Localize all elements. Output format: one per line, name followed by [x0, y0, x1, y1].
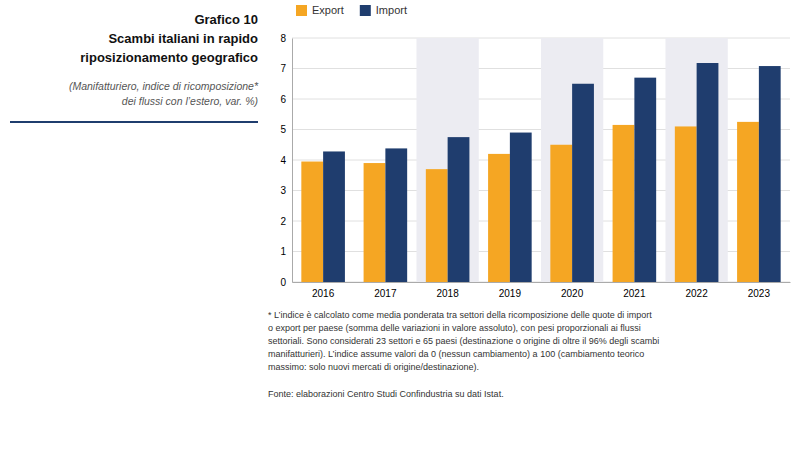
x-tick: 2023 — [748, 282, 771, 299]
y-tick-label: 3 — [280, 185, 286, 196]
legend-label: Export — [312, 4, 344, 16]
y-tick-label: 7 — [280, 63, 286, 74]
bar — [426, 169, 448, 282]
legend-swatch — [360, 5, 371, 16]
y-tick: 1 — [280, 246, 292, 257]
y-tick: 3 — [280, 185, 292, 196]
x-tick-label: 2017 — [374, 288, 397, 299]
title: Scambi italiani in rapido — [108, 31, 258, 46]
y-tick-label: 8 — [280, 33, 286, 44]
y-tick-label: 1 — [280, 246, 286, 257]
footnote: * L’indice è calcolato come media ponder… — [268, 310, 652, 320]
y-tick-label: 5 — [280, 124, 286, 135]
source: Fonte: elaborazioni Centro Studi Confind… — [268, 389, 504, 399]
footnote: o export per paese (somma delle variazio… — [268, 323, 641, 333]
x-tick-label: 2021 — [623, 288, 646, 299]
footnote: massimo: solo nuovi mercati di origine/d… — [268, 362, 479, 372]
bar — [697, 63, 719, 282]
legend-swatch — [296, 5, 307, 16]
x-tick: 2022 — [686, 282, 709, 299]
legend-item: Export — [296, 4, 344, 16]
y-tick-label: 0 — [280, 277, 286, 288]
x-tick: 2016 — [312, 282, 335, 299]
y-tick: 8 — [280, 33, 292, 44]
legend: Export Import — [296, 4, 407, 16]
bar — [364, 163, 386, 282]
bar — [613, 125, 635, 282]
bar — [510, 133, 532, 282]
shaded-band — [541, 38, 603, 282]
x-tick-label: 2016 — [312, 288, 335, 299]
divider — [10, 121, 258, 123]
subtitle: dei flussi con l’estero, var. %) — [122, 95, 258, 107]
y-tick-label: 6 — [280, 94, 286, 105]
chart: Grafico 10 Scambi italiani in rapido ripos… — [0, 0, 802, 462]
legend-label: Import — [376, 4, 407, 16]
subtitle: (Manifatturiero, indice di ricomposizion… — [69, 80, 259, 92]
bar — [737, 122, 759, 282]
x-tick: 2017 — [374, 282, 397, 299]
y-tick-label: 4 — [280, 155, 286, 166]
bar — [675, 126, 697, 282]
x-axis: 2016 2017 2018 2019 2020 2021 2022 2023 — [293, 282, 791, 299]
x-tick-label: 2019 — [499, 288, 522, 299]
y-tick: 5 — [280, 124, 292, 135]
y-tick: 0 — [280, 277, 292, 288]
bar — [323, 151, 345, 282]
shaded-band — [666, 38, 728, 282]
x-tick-label: 2023 — [748, 288, 771, 299]
y-tick: 6 — [280, 94, 292, 105]
title: riposizionamento geografico — [80, 50, 258, 65]
bar — [488, 154, 510, 282]
bar — [448, 137, 470, 282]
y-tick-label: 2 — [280, 216, 286, 227]
footnote: manifatturieri). L’indice assume valori … — [268, 349, 644, 359]
x-tick: 2018 — [437, 282, 460, 299]
y-tick: 2 — [280, 216, 292, 227]
title: Grafico 10 — [194, 12, 258, 27]
plot-area — [301, 38, 780, 282]
x-axis-line — [293, 282, 791, 283]
x-tick-label: 2018 — [437, 288, 460, 299]
grid — [292, 38, 790, 282]
x-tick: 2019 — [499, 282, 522, 299]
x-tick: 2020 — [561, 282, 584, 299]
y-tick: 4 — [280, 155, 292, 166]
y-axis: 0 1 2 3 4 5 6 7 8 — [280, 33, 292, 288]
bar — [385, 148, 407, 282]
bar — [572, 84, 594, 282]
shaded-band — [417, 38, 479, 282]
bar — [634, 78, 656, 282]
y-tick: 7 — [280, 63, 292, 74]
y-axis-line — [292, 39, 293, 283]
bar — [759, 66, 781, 282]
footnote: settoriali. Sono considerati 23 settori … — [268, 336, 659, 346]
bar — [301, 162, 323, 282]
x-tick-label: 2020 — [561, 288, 584, 299]
bar — [550, 145, 572, 282]
legend-item: Import — [360, 4, 407, 16]
x-tick-label: 2022 — [686, 288, 709, 299]
x-tick: 2021 — [623, 282, 646, 299]
